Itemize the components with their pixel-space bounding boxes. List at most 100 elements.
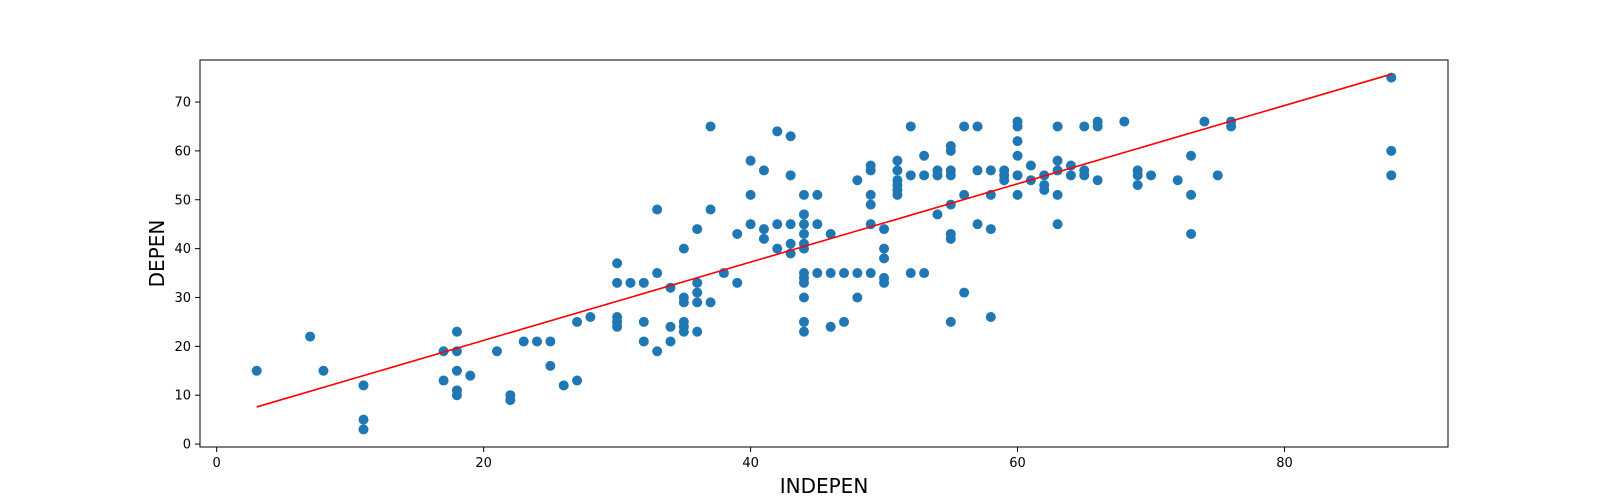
data-point [812, 268, 823, 279]
data-point [798, 219, 809, 230]
data-point [745, 155, 756, 166]
data-point [879, 277, 890, 288]
data-point [692, 297, 703, 308]
data-point [825, 321, 836, 332]
data-point [678, 243, 689, 254]
data-point [852, 268, 863, 279]
y-tick-label: 10 [174, 389, 191, 404]
data-point [919, 150, 930, 161]
data-point [852, 175, 863, 186]
y-axis-label: DEPEN [145, 220, 169, 288]
data-point [785, 238, 796, 249]
data-point [892, 189, 903, 200]
data-point [758, 233, 769, 244]
data-point [1012, 150, 1023, 161]
data-point [999, 175, 1010, 186]
data-point [505, 395, 516, 406]
data-point [1132, 170, 1143, 181]
data-point [451, 365, 462, 376]
data-point [665, 321, 676, 332]
data-point [358, 414, 369, 425]
data-point [772, 219, 783, 230]
data-point [1052, 121, 1063, 132]
y-tick-label: 70 [174, 96, 191, 111]
data-point [919, 268, 930, 279]
data-point [985, 312, 996, 323]
data-point [652, 346, 663, 357]
data-point [625, 277, 636, 288]
data-point [438, 346, 449, 357]
y-tick-label: 30 [174, 291, 191, 306]
data-point [812, 219, 823, 230]
data-point [798, 228, 809, 239]
data-point [665, 336, 676, 347]
data-point [745, 189, 756, 200]
data-point [1092, 121, 1103, 132]
data-point [1119, 116, 1130, 127]
data-point [972, 219, 983, 230]
x-tick-label: 60 [1009, 456, 1026, 471]
fit-line-layer [256, 73, 1392, 408]
data-point [358, 424, 369, 435]
y-tick-label: 50 [174, 193, 191, 208]
data-point [1079, 170, 1090, 181]
data-point [972, 165, 983, 176]
data-point [732, 277, 743, 288]
data-point [798, 209, 809, 220]
data-point [545, 336, 556, 347]
data-point [892, 155, 903, 166]
data-point [865, 165, 876, 176]
data-point [959, 189, 970, 200]
data-point [1092, 175, 1103, 186]
data-point [692, 224, 703, 235]
data-point [865, 268, 876, 279]
data-point [692, 277, 703, 288]
data-point [839, 316, 850, 327]
data-point [251, 365, 262, 376]
data-point [572, 316, 583, 327]
plot-frame [199, 59, 1449, 448]
data-point [585, 312, 596, 323]
data-point [772, 126, 783, 137]
data-point [959, 287, 970, 298]
data-point [1065, 170, 1076, 181]
data-point [678, 326, 689, 337]
data-point [1052, 189, 1063, 200]
data-point [318, 365, 329, 376]
data-point [932, 170, 943, 181]
data-point [932, 209, 943, 220]
data-point [945, 233, 956, 244]
data-point [705, 297, 716, 308]
data-point [1186, 189, 1197, 200]
data-point [612, 258, 623, 269]
fit-line [256, 73, 1392, 408]
data-point [985, 224, 996, 235]
data-point [772, 243, 783, 254]
x-tick-label: 40 [742, 456, 759, 471]
data-point [1052, 219, 1063, 230]
data-point [532, 336, 543, 347]
data-point [305, 331, 316, 342]
data-point [785, 170, 796, 181]
data-point [1012, 170, 1023, 181]
data-point [985, 165, 996, 176]
data-point [572, 375, 583, 386]
data-point [865, 189, 876, 200]
data-point [705, 121, 716, 132]
data-point [798, 316, 809, 327]
data-point [798, 292, 809, 303]
data-point [1079, 121, 1090, 132]
data-point [852, 292, 863, 303]
data-point [812, 189, 823, 200]
data-point [1132, 180, 1143, 191]
data-point [879, 224, 890, 235]
data-point [1012, 136, 1023, 147]
data-point [905, 121, 916, 132]
data-point [785, 131, 796, 142]
data-point [1146, 170, 1157, 181]
data-point [1039, 184, 1050, 195]
data-point [798, 277, 809, 288]
data-point [612, 321, 623, 332]
data-point [919, 170, 930, 181]
data-point [1226, 121, 1237, 132]
